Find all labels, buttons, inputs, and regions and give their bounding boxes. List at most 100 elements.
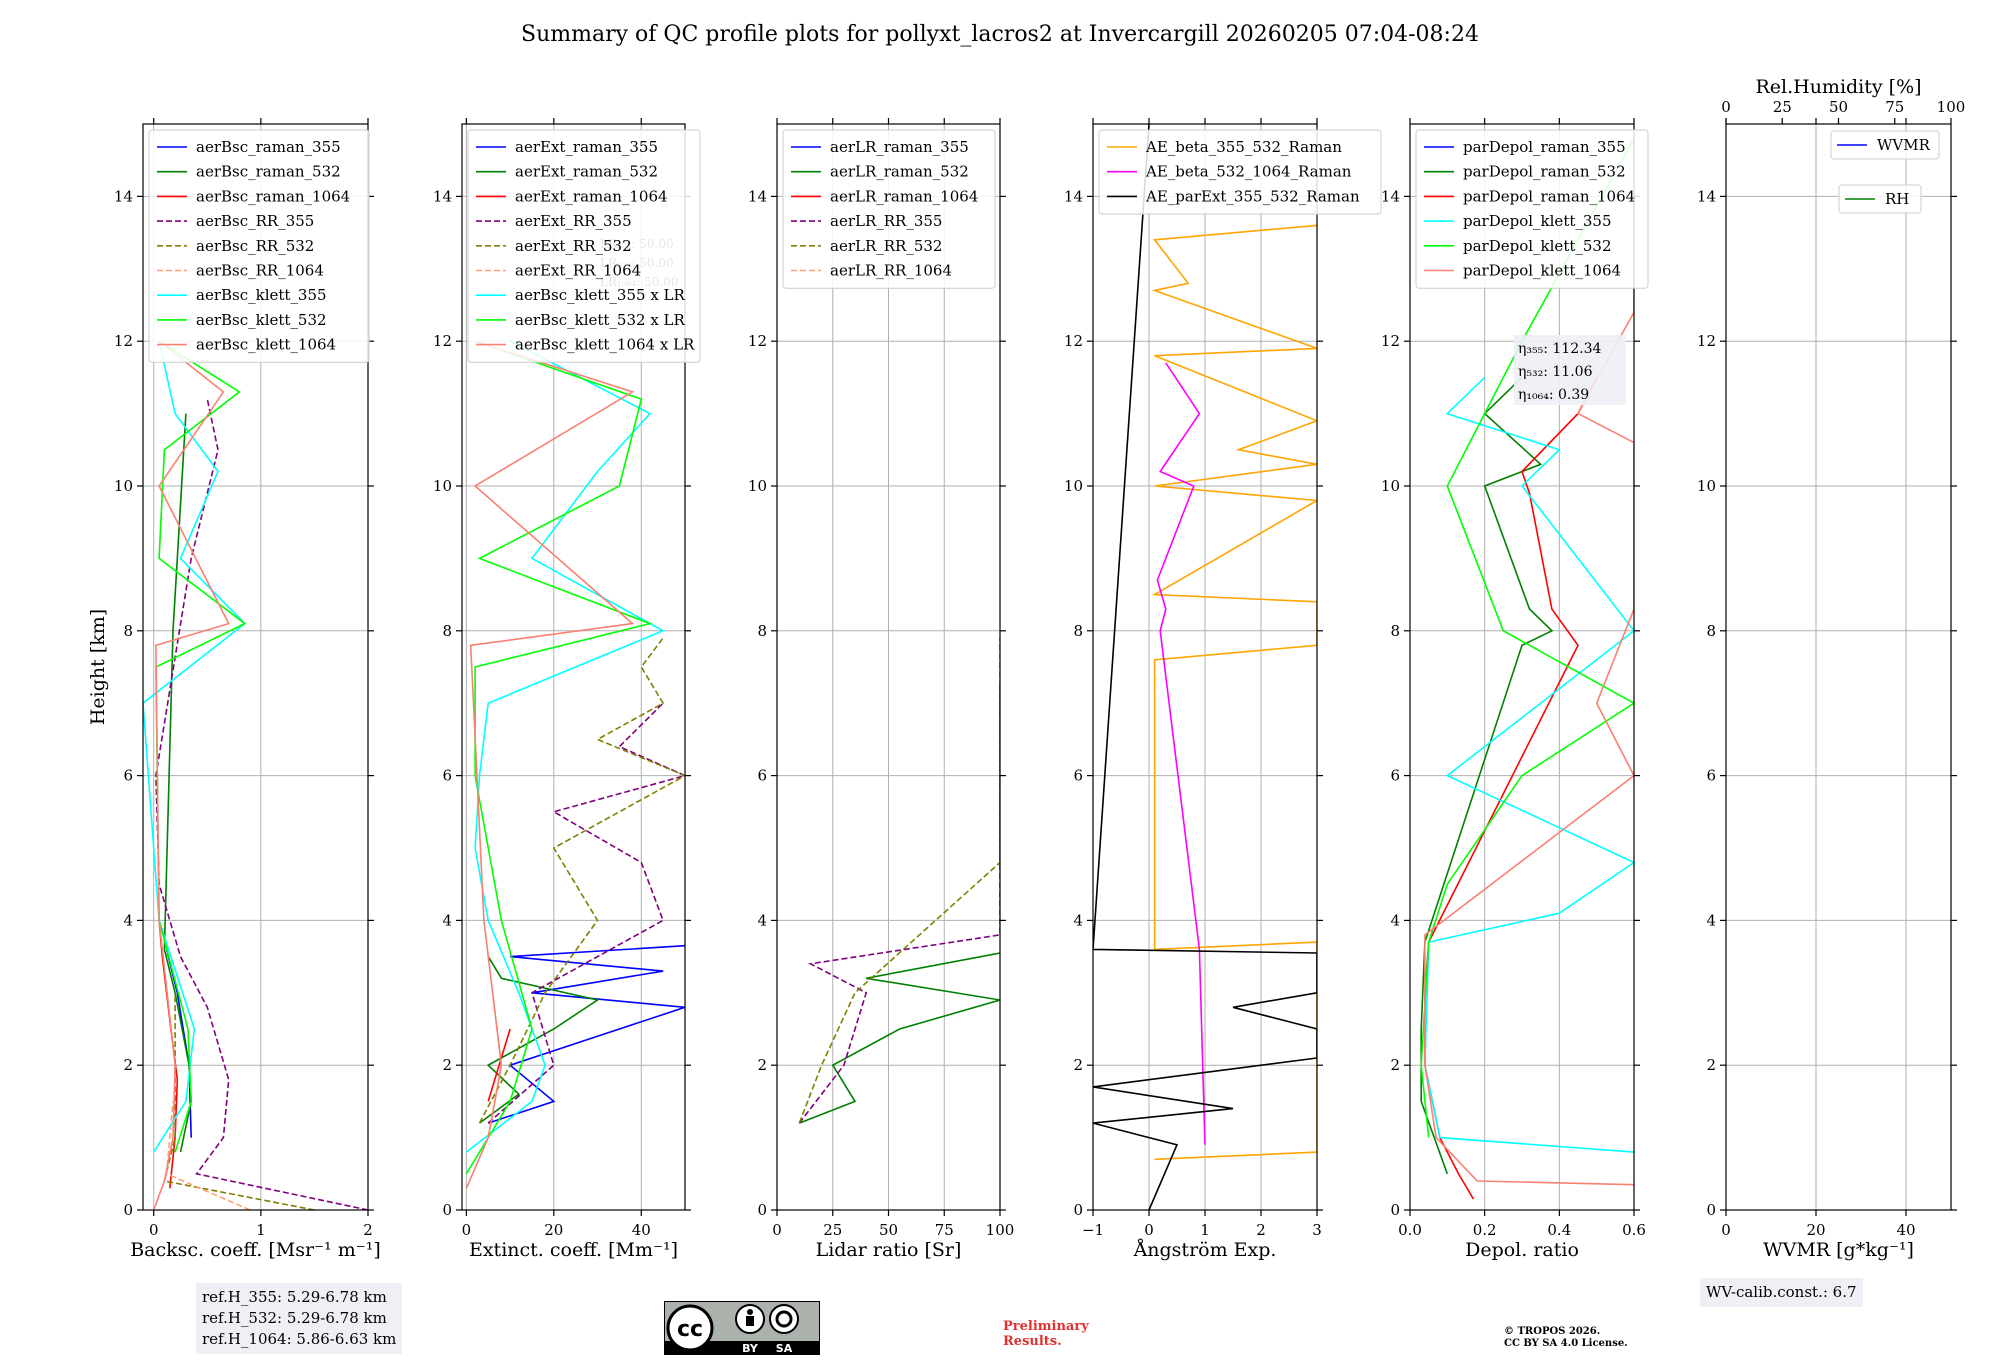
ref-height-355: ref.H_355: 5.29-6.78 km xyxy=(202,1288,387,1306)
x-tick-label: 20 xyxy=(544,1221,563,1239)
axes-frame xyxy=(461,123,686,1211)
x-tick-label: 100 xyxy=(986,1221,1015,1239)
y-tick-label: 6 xyxy=(1390,767,1400,785)
x-axis-label: Lidar ratio [Sr] xyxy=(816,1239,962,1261)
copyright-note: © TROPOS 2026. CC BY SA 4.0 License. xyxy=(1504,1326,1628,1350)
x-tick-label: 1 xyxy=(1200,1221,1210,1239)
y-tick-label: 8 xyxy=(1706,622,1716,640)
legend-label: aerLR_RR_355 xyxy=(830,212,942,230)
y-tick-label: 12 xyxy=(433,332,452,350)
x-axis-label: Depol. ratio xyxy=(1465,1239,1579,1261)
legend-label: aerBsc_RR_532 xyxy=(196,237,314,255)
series-line-aerbsc-klett-355 xyxy=(143,341,246,1153)
y-tick-label: 4 xyxy=(757,911,767,929)
x-tick-label: 3 xyxy=(1312,1221,1322,1239)
wv-calibration-box: WV-calib.const.: 6.7 xyxy=(1700,1278,1863,1307)
chart-wv: 0 20 40 0 2 4 6 8 10 12 14 WVMR [g*kg⁻¹] 0 25 50 75 100 R… xyxy=(1697,76,1965,1261)
y-tick-label: 10 xyxy=(114,477,133,495)
x-tick-label: 0.6 xyxy=(1622,1221,1646,1239)
x-tick-label: 0 xyxy=(1721,1221,1731,1239)
legend-label: parDepol_klett_1064 xyxy=(1463,262,1621,280)
chart-depol: 0.0 0.2 0.4 0.6 0 2 4 6 8 10 12 14 Depol. ratio parDe… xyxy=(1381,118,1649,1261)
y-tick-label: 14 xyxy=(1697,187,1716,205)
top-x-tick-label: 50 xyxy=(1829,98,1848,116)
legend-label: aerLR_RR_532 xyxy=(830,237,942,255)
copyright-line-1: © TROPOS 2026. xyxy=(1504,1326,1601,1337)
top-x-tick-label: 100 xyxy=(1937,98,1966,116)
y-tick-label: 12 xyxy=(748,332,767,350)
y-tick-label: 6 xyxy=(442,767,452,785)
y-tick-label: 0 xyxy=(442,1201,452,1219)
legend-label: aerBsc_klett_355 xyxy=(196,286,327,304)
x-tick-label: 2 xyxy=(1256,1221,1266,1239)
legend-label: parDepol_klett_355 xyxy=(1463,212,1612,230)
axes-frame xyxy=(1409,123,1635,1211)
axes-frame xyxy=(1725,123,1952,1211)
y-tick-label: 4 xyxy=(123,911,133,929)
y-tick-label: 14 xyxy=(1381,187,1400,205)
y-tick-label: 0 xyxy=(1706,1201,1716,1219)
top-x-tick-label: 0 xyxy=(1721,98,1731,116)
preliminary-line-1: Preliminary xyxy=(1003,1319,1089,1334)
x-tick-label: 20 xyxy=(1806,1221,1825,1239)
x-tick-label: 25 xyxy=(823,1221,842,1239)
eta-annotation-box xyxy=(1514,335,1626,405)
y-tick-label: 4 xyxy=(1073,911,1083,929)
legend-label: parDepol_klett_532 xyxy=(1463,237,1612,255)
y-tick-label: 8 xyxy=(123,622,133,640)
figure-title: Summary of QC profile plots for pollyxt_… xyxy=(521,22,1479,47)
series-line-aerlr-rr-532 xyxy=(798,638,1000,1124)
chart-lr: 0 25 50 75 100 0 2 4 6 8 10 12 14 Lidar ratio [Sr] aer… xyxy=(748,118,1014,1261)
y-tick-label: 10 xyxy=(1381,477,1400,495)
x-tick-label: 40 xyxy=(1896,1221,1915,1239)
legend-label: aerExt_raman_355 xyxy=(515,138,658,156)
y-tick-label: 12 xyxy=(1381,332,1400,350)
legend-label: aerBsc_klett_1064 x LR xyxy=(515,336,695,354)
series-line-aerlr-raman-532 xyxy=(799,952,1000,1124)
legend-label: aerExt_RR_1064 xyxy=(515,262,641,280)
eta-annotation-text: η₅₃₂: 11.06 xyxy=(1518,364,1593,380)
series-line-aerbsc-klett-532 xyxy=(155,340,247,1153)
reference-height-box: ref.H_355: 5.29-6.78 km ref.H_532: 5.29-… xyxy=(196,1283,403,1354)
legend-box xyxy=(1838,184,1922,214)
legend-label: AE_beta_532_1064_Raman xyxy=(1145,163,1352,181)
legend-label: aerLR_raman_532 xyxy=(830,163,969,181)
legend-label: AE_beta_355_532_Raman xyxy=(1145,138,1342,156)
legend-label: WVMR xyxy=(1877,136,1931,154)
x-axis-label: Extinct. coeff. [Mm⁻¹] xyxy=(469,1239,678,1261)
legend-label: aerLR_RR_1064 xyxy=(830,262,952,280)
legend-label: aerExt_RR_355 xyxy=(515,212,632,230)
y-tick-label: 2 xyxy=(1073,1056,1083,1074)
x-tick-label: 50 xyxy=(879,1221,898,1239)
ref-height-532: ref.H_532: 5.29-6.78 km xyxy=(202,1309,387,1327)
series-line-aerext-raman-1064 xyxy=(487,1028,511,1102)
x-tick-label: 2 xyxy=(363,1221,373,1239)
y-tick-label: 2 xyxy=(442,1056,452,1074)
y-tick-label: 0 xyxy=(757,1201,767,1219)
legend-label: AE_parExt_355_532_Raman xyxy=(1145,187,1360,205)
series-line-aerbsc-klett-1064-x-lr xyxy=(465,340,635,1189)
y-tick-label: 0 xyxy=(1073,1201,1083,1219)
top-x-axis-label: Rel.Humidity [%] xyxy=(1755,76,1921,98)
y-tick-label: 4 xyxy=(442,911,452,929)
y-tick-label: 12 xyxy=(114,332,133,350)
y-tick-label: 0 xyxy=(123,1201,133,1219)
series-line-aerbsc-klett-532-x-lr xyxy=(465,340,653,1175)
share-alike-icon xyxy=(769,1304,799,1334)
legend-box xyxy=(467,129,701,363)
copyright-line-2: CC BY SA 4.0 License. xyxy=(1504,1338,1628,1349)
x-tick-label: 0 xyxy=(149,1221,159,1239)
y-tick-label: 6 xyxy=(123,767,133,785)
y-tick-label: 4 xyxy=(1706,911,1716,929)
series-line-ae-beta-355-532-raman xyxy=(1151,224,1317,1161)
series-line-aerlr-rr-355 xyxy=(798,681,1000,1124)
y-tick-label: 6 xyxy=(757,767,767,785)
legend-label: aerBsc_RR_1064 xyxy=(196,262,324,280)
y-tick-label: 12 xyxy=(1697,332,1716,350)
y-tick-label: 14 xyxy=(748,187,767,205)
series-line-aerext-rr-532 xyxy=(478,637,685,1124)
legend-label: aerBsc_raman_532 xyxy=(196,163,341,181)
eta-annotation-text: η₁₀₆₄: 0.39 xyxy=(1518,387,1589,403)
